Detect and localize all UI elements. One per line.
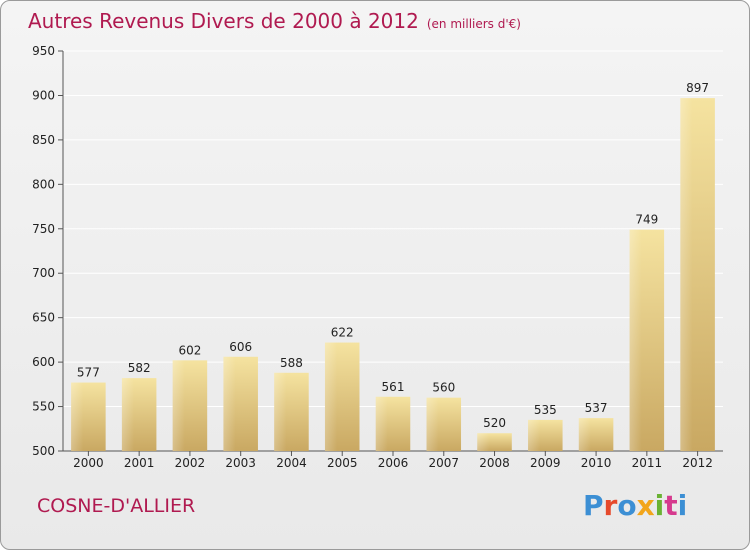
bar-highlight [172, 360, 185, 451]
x-tick-label-2001: 2001 [124, 456, 155, 470]
bar-highlight [121, 378, 134, 451]
x-tick-label-2008: 2008 [479, 456, 510, 470]
bar-highlight [528, 419, 541, 451]
bar-highlight [680, 98, 693, 451]
bar-highlight [71, 382, 84, 451]
x-tick-label-2007: 2007 [428, 456, 459, 470]
bar-highlight [274, 372, 287, 451]
proxiti-logo: Proxiti [583, 489, 687, 523]
value-label-2007: 560 [432, 381, 455, 395]
value-label-2004: 588 [280, 356, 303, 370]
value-label-2002: 602 [178, 343, 201, 357]
x-tick-label-2000: 2000 [73, 456, 104, 470]
value-label-2010: 537 [585, 401, 608, 415]
y-tick-label: 850 [32, 133, 55, 147]
y-tick-label: 500 [32, 444, 55, 458]
x-tick-label-2009: 2009 [530, 456, 561, 470]
y-tick-label: 800 [32, 177, 55, 191]
x-tick-label-2005: 2005 [327, 456, 358, 470]
y-tick-label: 900 [32, 88, 55, 102]
value-label-2012: 897 [686, 81, 709, 95]
y-tick-label: 650 [32, 311, 55, 325]
y-tick-label: 950 [32, 44, 55, 58]
bar-highlight [223, 356, 236, 451]
logo-letter: i [677, 489, 688, 522]
grid-lines [63, 50, 723, 408]
town-name: COSNE-D'ALLIER [37, 495, 196, 517]
x-tick-label-2006: 2006 [378, 456, 409, 470]
value-label-2003: 606 [229, 340, 252, 354]
logo-letter: P [583, 489, 604, 522]
x-tick-label-2003: 2003 [225, 456, 256, 470]
logo-letter: t [664, 489, 678, 522]
bar-highlight [426, 397, 439, 451]
value-label-2008: 520 [483, 416, 506, 430]
x-tick-label-2002: 2002 [175, 456, 206, 470]
logo-letter: o [617, 489, 637, 522]
value-labels: 577 582 602 606 588 622 561 560 520 535 537 749 897 [77, 81, 709, 430]
value-label-2009: 535 [534, 403, 557, 417]
x-tick-label-2012: 2012 [682, 456, 713, 470]
value-label-2005: 622 [331, 326, 354, 340]
logo-letter: x [636, 489, 655, 522]
y-tick-label: 600 [32, 355, 55, 369]
axes [58, 50, 723, 456]
x-tick-label-2004: 2004 [276, 456, 307, 470]
x-tick-labels: 2000 2001 2002 2003 2004 2005 2006 2007 2008 2009… [73, 456, 713, 470]
bar-highlight [578, 418, 591, 451]
x-tick-label-2011: 2011 [632, 456, 663, 470]
bar-highlight [477, 433, 490, 451]
value-label-2011: 749 [635, 213, 658, 227]
bar-highlight [629, 229, 642, 451]
value-label-2001: 582 [128, 361, 151, 375]
y-tick-label: 550 [32, 400, 55, 414]
chart-title: Autres Revenus Divers de 2000 à 2012 (en … [28, 9, 521, 33]
chart-subtitle: (en milliers d'€) [426, 17, 521, 31]
y-tick-label: 700 [32, 266, 55, 280]
bar-highlight [375, 396, 388, 451]
bar-highlight [324, 342, 338, 451]
logo-letter: i [654, 489, 665, 522]
bars [71, 98, 715, 451]
value-label-2006: 561 [382, 380, 405, 394]
logo-letter: r [603, 489, 618, 522]
value-label-2000: 577 [77, 366, 100, 380]
x-tick-label-2010: 2010 [581, 456, 612, 470]
y-tick-label: 750 [32, 222, 55, 236]
title-text: Autres Revenus Divers de 2000 à 2012 [28, 9, 419, 33]
y-tick-labels: 500 550 600 650 700 750 800 850 900 950 [32, 44, 55, 458]
